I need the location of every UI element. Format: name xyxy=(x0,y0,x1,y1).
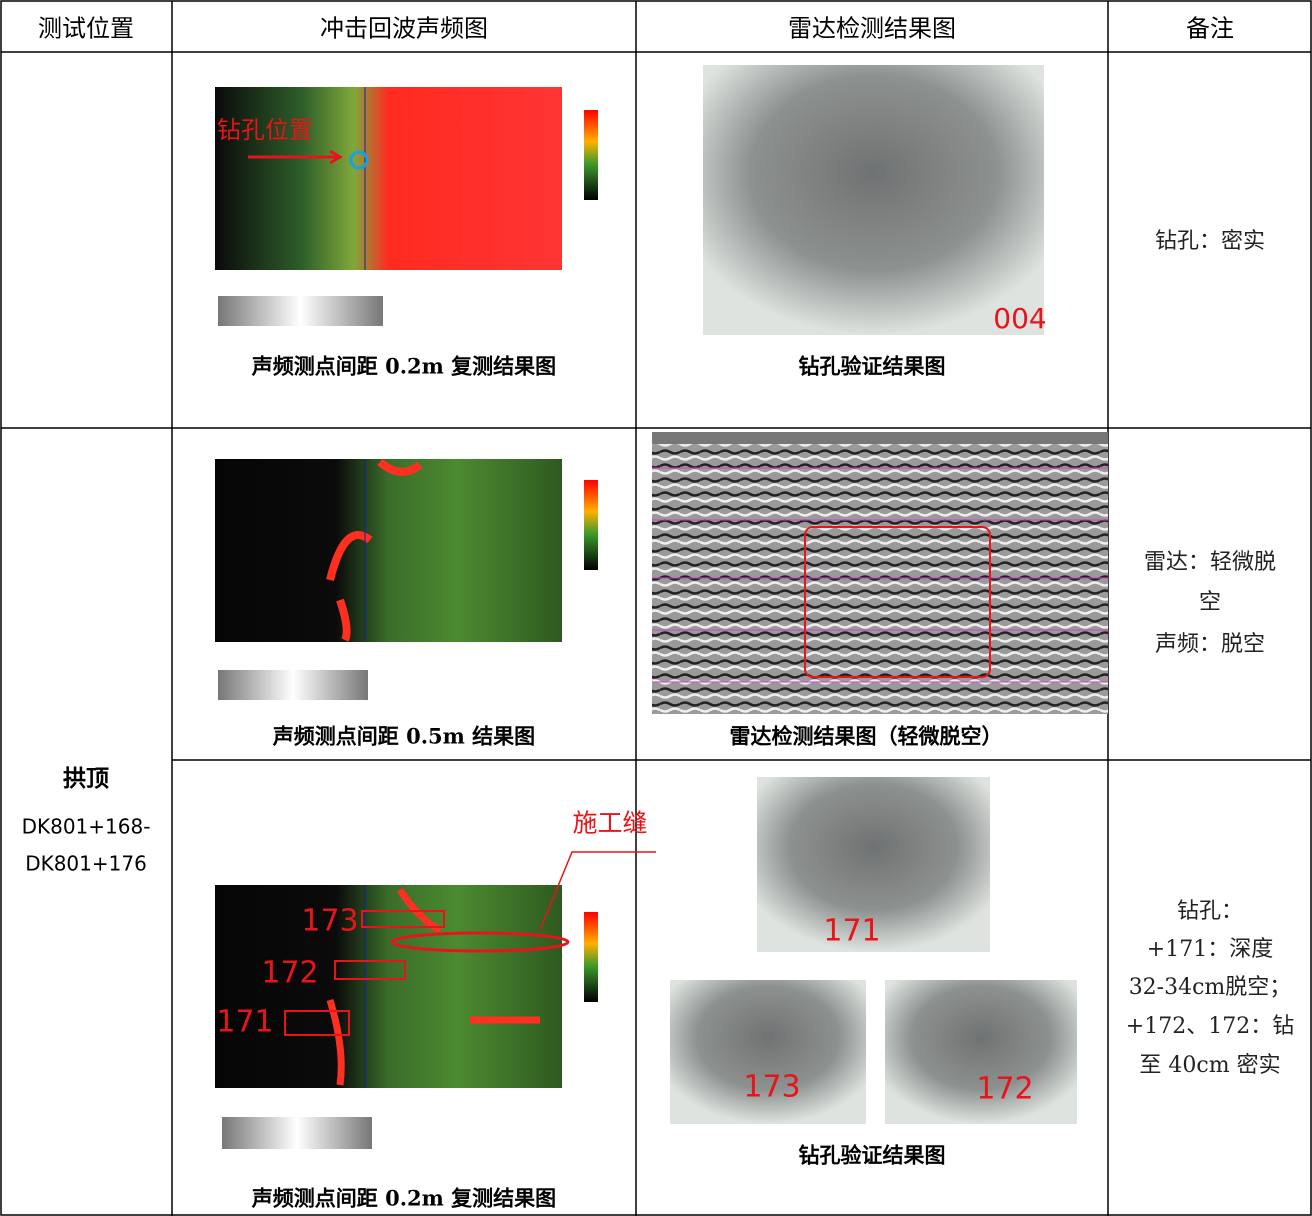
image-label: 171 xyxy=(216,1005,273,1040)
caption: 声频测点间距 0.5m 结果图 xyxy=(272,724,535,749)
image-label: 施工缝 xyxy=(572,809,647,838)
note: +171：深度 xyxy=(1147,937,1273,962)
spectrogram-image xyxy=(215,459,598,700)
location-range: DK801+168- xyxy=(22,815,151,839)
image-label: 171 xyxy=(823,914,880,949)
borehole-photo xyxy=(703,65,1044,335)
header-cell: 冲击回波声频图 xyxy=(320,15,488,43)
image-label: 004 xyxy=(993,302,1046,335)
header-cell: 雷达检测结果图 xyxy=(788,15,956,43)
caption: 声频测点间距 0.2m 复测结果图 xyxy=(251,1186,556,1211)
document: 测试位置 冲击回波声频图 雷达检测结果图 备注 拱顶 DK801+168- DK… xyxy=(0,0,1312,1216)
note: +172、172：钻 xyxy=(1126,1014,1294,1039)
image-label: 钻孔位置 xyxy=(217,116,313,144)
note: 声频：脱空 xyxy=(1155,632,1265,657)
note: 钻孔：密实 xyxy=(1155,229,1265,254)
image-label: 172 xyxy=(976,1072,1033,1107)
location-name: 拱顶 xyxy=(63,765,109,792)
note: 空 xyxy=(1199,590,1221,615)
caption: 雷达检测结果图（轻微脱空） xyxy=(730,724,1003,749)
header-cell: 备注 xyxy=(1186,15,1234,43)
caption: 声频测点间距 0.2m 复测结果图 xyxy=(251,354,556,379)
image-label: 173 xyxy=(743,1070,800,1105)
note: 钻孔： xyxy=(1177,899,1243,924)
caption: 钻孔验证结果图 xyxy=(799,354,946,379)
header-cell: 测试位置 xyxy=(38,15,134,43)
spectrogram-image xyxy=(215,852,656,1149)
image-label: 172 xyxy=(261,956,318,991)
note: 雷达：轻微脱 xyxy=(1144,550,1276,575)
note: 至 40cm 密实 xyxy=(1139,1053,1280,1078)
location-range: DK801+176 xyxy=(25,852,147,876)
note: 32-34cm脱空； xyxy=(1129,975,1292,1000)
caption: 钻孔验证结果图 xyxy=(799,1143,946,1168)
radar-image xyxy=(652,432,1108,714)
image-label: 173 xyxy=(301,904,358,939)
